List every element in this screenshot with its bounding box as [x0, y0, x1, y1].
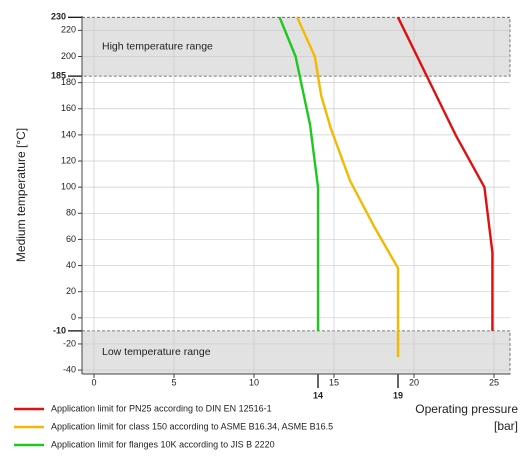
y-marked-tick-label: 230 — [51, 12, 66, 22]
y-marked-tick-label: 185 — [51, 70, 66, 80]
y-tick-label: 120 — [61, 155, 76, 165]
x-tick-label: 15 — [329, 377, 339, 387]
y-tick-label: 140 — [61, 129, 76, 139]
y-tick-label: -20 — [63, 338, 76, 348]
range-label: Low temperature range — [102, 346, 211, 358]
legend-label: Application limit for class 150 accordin… — [51, 421, 333, 431]
y-tick-label: -40 — [63, 364, 76, 374]
legend-label: Application limit for flanges 10K accord… — [51, 439, 275, 449]
x-tick-label: 5 — [171, 377, 176, 387]
y-tick-label: 20 — [66, 286, 76, 296]
x-tick-label: 10 — [249, 377, 259, 387]
y-tick-label: 40 — [66, 260, 76, 270]
range-label: High temperature range — [102, 40, 213, 52]
x-axis-unit: [bar] — [494, 419, 518, 433]
y-axis-label: Medium temperature [°C] — [14, 128, 28, 262]
x-tick-label: 0 — [91, 377, 96, 387]
series-line — [278, 16, 320, 331]
y-tick-label: 60 — [66, 234, 76, 244]
y-tick-label: 100 — [61, 182, 76, 192]
y-marked-tick-label: -10 — [53, 325, 66, 335]
range-band — [81, 16, 511, 77]
range-band — [81, 330, 511, 375]
y-tick-label: 220 — [61, 25, 76, 35]
y-tick-label: 0 — [71, 312, 76, 322]
series-line — [396, 16, 494, 331]
y-tick-label: 80 — [66, 208, 76, 218]
legend-label: Application limit for PN25 according to … — [51, 403, 272, 413]
x-axis-label: Operating pressure — [415, 402, 518, 416]
x-marked-tick-label: 19 — [393, 390, 403, 400]
y-tick-label: 180 — [61, 77, 76, 87]
y-tick-label: 200 — [61, 51, 76, 61]
x-marked-tick-label: 14 — [313, 390, 323, 400]
series-line — [296, 16, 400, 358]
y-tick-label: 160 — [61, 103, 76, 113]
x-tick-label: 25 — [489, 377, 499, 387]
x-tick-label: 20 — [409, 377, 419, 387]
